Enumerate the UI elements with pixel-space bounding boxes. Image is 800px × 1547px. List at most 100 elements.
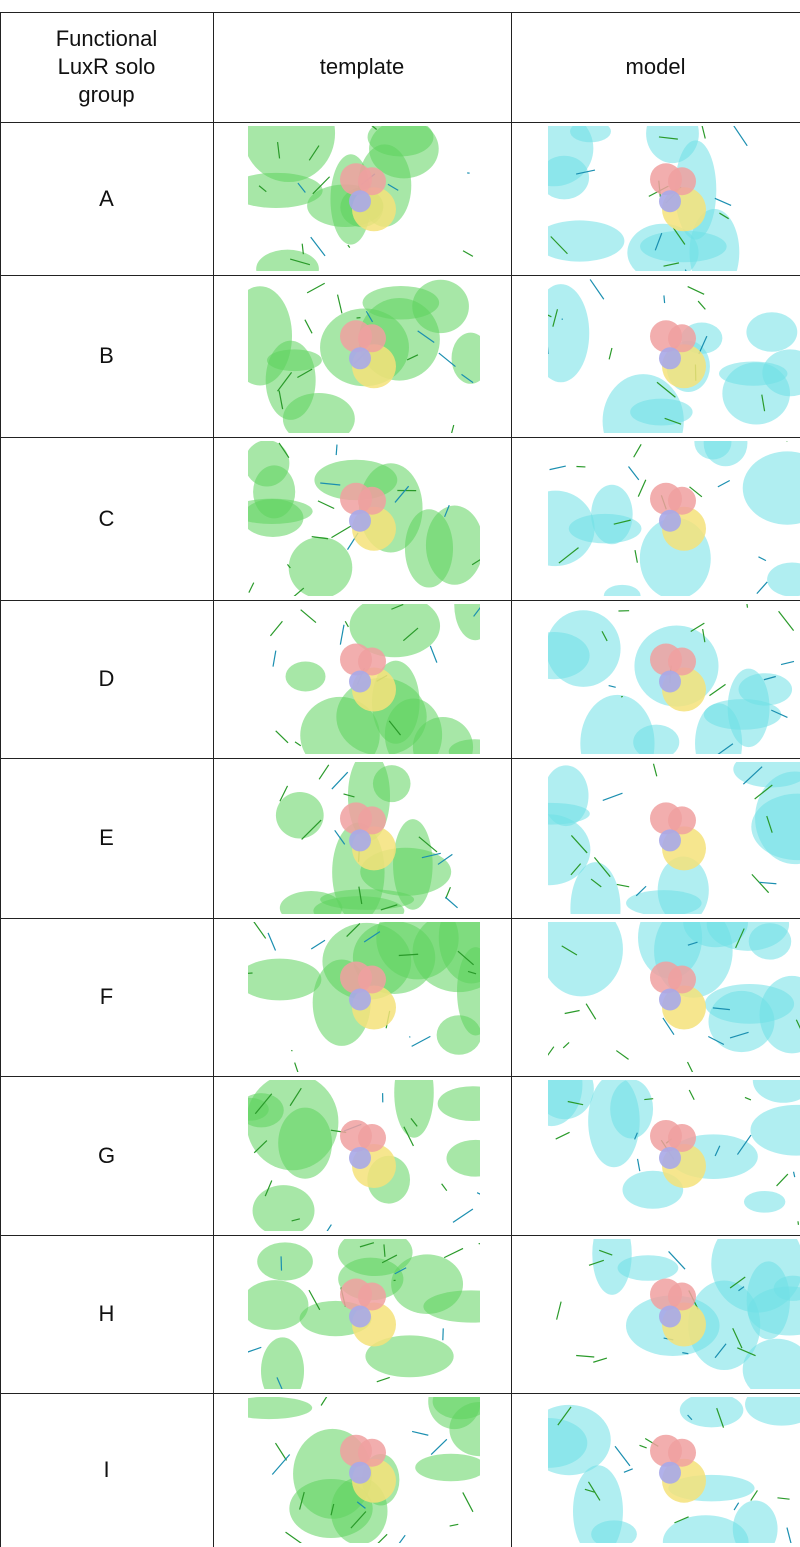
image-shape xyxy=(794,1172,795,1177)
image-shape xyxy=(548,610,621,687)
header-cell: template xyxy=(213,12,511,122)
group-label: B xyxy=(0,275,213,437)
image-shape xyxy=(349,829,371,851)
image-shape xyxy=(548,1405,611,1475)
image-shape xyxy=(659,989,681,1011)
image-shape xyxy=(603,793,623,800)
image-shape xyxy=(734,126,747,146)
image-shape xyxy=(701,126,705,139)
image-shape xyxy=(704,441,748,466)
image-shape xyxy=(349,1147,371,1169)
image-shape xyxy=(698,301,705,309)
structure-image xyxy=(248,922,480,1072)
image-shape xyxy=(550,466,566,470)
image-shape xyxy=(604,585,641,596)
image-shape xyxy=(548,220,624,261)
image-shape xyxy=(268,933,275,951)
image-shape xyxy=(777,1174,788,1186)
image-shape xyxy=(680,1397,744,1427)
image-shape xyxy=(719,361,787,385)
image-shape xyxy=(548,491,595,566)
image-shape xyxy=(276,792,324,839)
image-shape xyxy=(273,651,276,667)
image-shape xyxy=(576,1356,594,1358)
group-label: C xyxy=(0,437,213,600)
page: Functional LuxR solo group template model A… xyxy=(0,0,800,1547)
image-shape xyxy=(452,333,480,384)
image-shape xyxy=(349,190,371,212)
image-shape xyxy=(747,1261,790,1339)
image-shape xyxy=(377,1377,390,1381)
structure-image xyxy=(548,762,800,914)
image-shape xyxy=(548,922,623,996)
image-shape xyxy=(750,1105,800,1156)
image-shape xyxy=(705,984,794,1024)
image-shape xyxy=(332,772,348,789)
image-shape xyxy=(617,884,629,886)
image-shape xyxy=(616,1051,628,1060)
header-cell: Functional LuxR solo group xyxy=(0,12,213,122)
image-shape xyxy=(638,480,646,497)
image-shape xyxy=(349,347,371,369)
structure-image xyxy=(548,279,800,433)
image-shape xyxy=(746,604,747,608)
image-shape xyxy=(758,557,765,561)
image-shape xyxy=(563,1042,569,1047)
image-shape xyxy=(253,922,266,938)
image-shape xyxy=(687,1062,696,1072)
image-shape xyxy=(270,621,282,636)
image-shape xyxy=(609,686,616,688)
image-shape xyxy=(412,1431,428,1435)
image-shape xyxy=(326,1225,331,1231)
image-shape xyxy=(445,897,457,908)
image-shape xyxy=(746,312,797,351)
image-shape xyxy=(659,1306,681,1328)
image-shape xyxy=(718,481,730,487)
group-label: G xyxy=(0,1076,213,1235)
image-shape xyxy=(430,646,437,663)
image-shape xyxy=(659,1462,681,1484)
image-shape xyxy=(704,699,781,730)
image-shape xyxy=(659,671,681,693)
image-shape xyxy=(349,671,371,693)
structure-image xyxy=(248,1239,480,1389)
image-shape xyxy=(289,537,353,596)
image-shape xyxy=(565,1010,580,1013)
image-shape xyxy=(295,742,301,746)
image-shape xyxy=(610,1080,653,1138)
image-shape xyxy=(586,1004,596,1020)
image-shape xyxy=(733,1500,778,1543)
image-shape xyxy=(248,1347,261,1352)
image-shape xyxy=(291,1050,292,1051)
image-shape xyxy=(628,466,638,479)
image-shape xyxy=(256,250,319,271)
image-shape xyxy=(446,887,451,898)
image-shape xyxy=(248,1397,312,1419)
structure-image xyxy=(548,1397,800,1543)
image-shape xyxy=(659,1147,681,1169)
header-text: template xyxy=(320,54,404,80)
image-shape xyxy=(454,604,480,640)
group-label: A xyxy=(0,122,213,275)
image-shape xyxy=(618,1255,679,1281)
image-shape xyxy=(415,1454,480,1482)
image-shape xyxy=(249,583,254,593)
image-shape xyxy=(248,126,335,182)
image-shape xyxy=(272,1455,289,1475)
image-shape xyxy=(745,1397,800,1426)
image-shape xyxy=(442,1184,447,1191)
image-shape xyxy=(311,940,325,949)
image-shape xyxy=(689,1090,694,1100)
image-shape xyxy=(338,295,342,314)
image-shape xyxy=(261,1337,304,1389)
image-shape xyxy=(573,1465,623,1543)
image-shape xyxy=(630,399,692,426)
image-shape xyxy=(659,829,681,851)
image-shape xyxy=(479,1244,480,1245)
structure-image xyxy=(548,1239,800,1389)
image-shape xyxy=(394,1080,434,1138)
image-shape xyxy=(715,198,731,205)
image-shape xyxy=(556,1132,570,1139)
structure-image xyxy=(248,1080,480,1231)
header-text: model xyxy=(626,54,686,80)
